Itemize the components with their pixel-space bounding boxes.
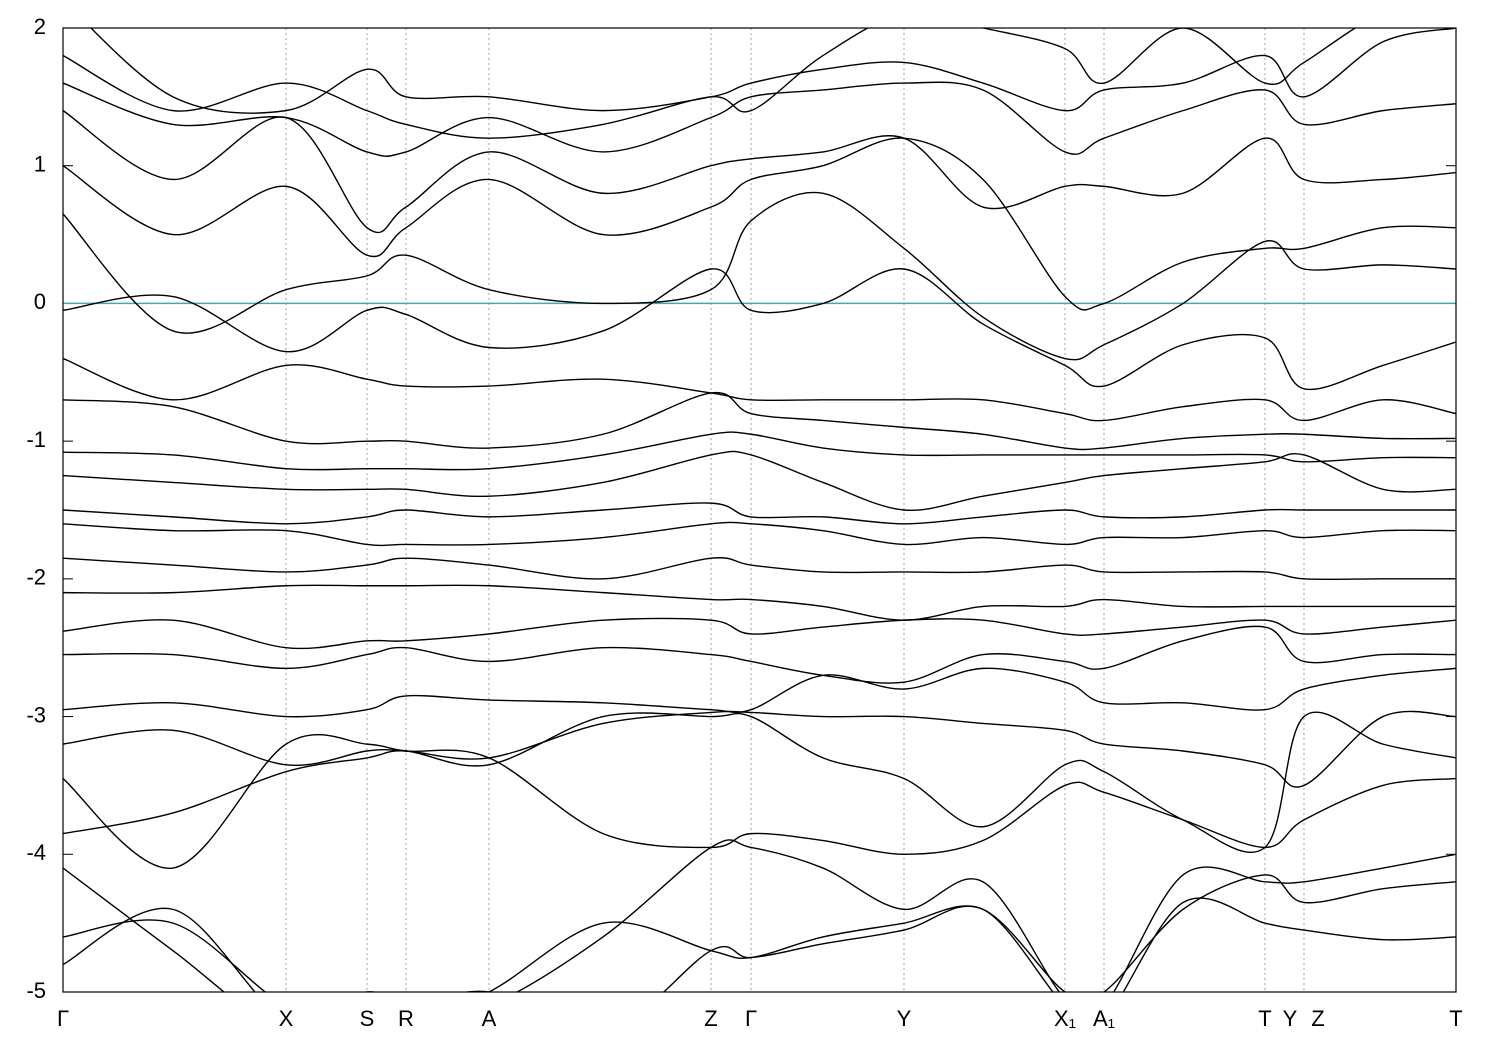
band-line <box>63 28 1357 139</box>
band-line <box>63 502 1456 525</box>
x-tick-label: T <box>1258 1006 1271 1031</box>
band-line <box>63 667 1456 718</box>
band-line <box>89 28 1456 114</box>
band-line <box>63 617 1456 650</box>
band-line <box>63 874 1456 992</box>
y-tick-label: -1 <box>26 427 46 452</box>
x-tick-label: Γ <box>57 1006 69 1031</box>
band-line <box>63 521 1456 547</box>
y-tick-label: -2 <box>26 565 46 590</box>
y-tick-label: -3 <box>26 702 46 727</box>
band-line <box>63 137 1456 311</box>
band-line <box>63 625 1456 684</box>
x-tick-label: R <box>398 1006 414 1031</box>
band-line <box>63 357 1456 422</box>
band-line <box>63 431 1456 471</box>
x-tick-label: X₁ <box>1054 1006 1076 1031</box>
band-line <box>63 557 1456 581</box>
x-tick-label: Z <box>1311 1006 1324 1031</box>
band-line <box>63 711 1456 854</box>
band-line <box>63 450 1456 511</box>
x-tick-label: Y <box>897 1006 912 1031</box>
band-line <box>63 110 1456 234</box>
x-tick-label: S <box>360 1006 375 1031</box>
x-tick-label: X <box>279 1006 294 1031</box>
band-line <box>63 710 1456 788</box>
y-tick-label: 1 <box>34 152 46 177</box>
band-line <box>63 391 1456 451</box>
y-tick-label: -5 <box>26 978 46 1003</box>
y-tick-label: -4 <box>26 840 46 865</box>
band-line <box>63 584 1456 621</box>
y-tick-label: 0 <box>34 289 46 314</box>
band-line <box>63 897 1456 992</box>
band-line <box>63 839 1456 992</box>
x-tick-label: Γ <box>745 1006 757 1031</box>
x-tick-label: Y <box>1283 1006 1298 1031</box>
x-tick-label: A <box>482 1006 497 1031</box>
x-tick-label: Z <box>704 1006 717 1031</box>
band-line <box>63 81 1456 157</box>
band-line <box>63 268 1456 391</box>
x-tick-label: T <box>1449 1006 1462 1031</box>
grid <box>62 27 1457 993</box>
band-line <box>63 734 1456 869</box>
x-tick-label: A₁ <box>1093 1006 1115 1031</box>
y-tick-label: 2 <box>34 14 46 39</box>
plot-frame <box>62 27 1457 993</box>
bands <box>63 28 1456 992</box>
